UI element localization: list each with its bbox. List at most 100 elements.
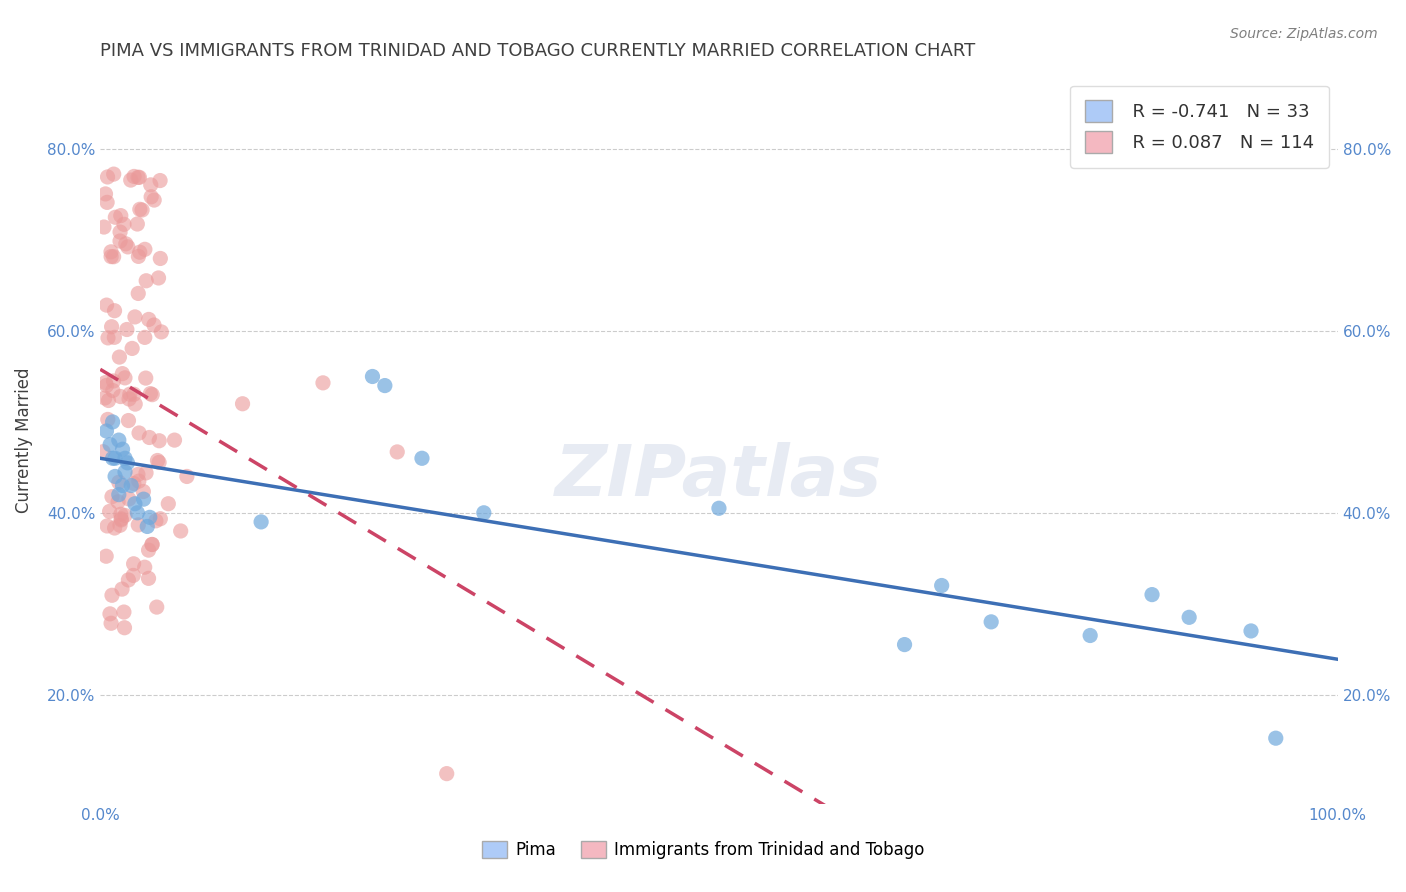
Point [96,424,118,438]
Point [149,512,172,526]
Point [114,508,136,523]
Point [141,537,163,551]
Point [124,397,146,411]
Point [120,478,142,492]
Point [138,312,160,326]
Point [141,387,163,401]
Point [1240,624,1263,638]
Point [931,578,953,592]
Point [110,390,132,404]
Point [374,378,396,392]
Point [101,451,124,466]
Point [101,384,124,398]
Point [134,330,156,344]
Point [138,543,160,558]
Point [96,169,118,184]
Point [1178,610,1201,624]
Point [118,491,141,506]
Point [127,249,149,263]
Point [163,433,186,447]
Point [108,488,131,502]
Point [117,456,139,470]
Point [176,469,198,483]
Point [128,474,150,488]
Point [118,387,141,401]
Point [149,173,172,187]
Point [115,322,138,336]
Point [97,412,120,426]
Point [103,330,125,344]
Point [111,582,134,596]
Point [100,616,122,631]
Point [122,387,145,401]
Point [139,510,162,524]
Point [131,202,153,217]
Point [100,250,122,264]
Point [136,519,159,533]
Point [128,425,150,440]
Point [1078,628,1101,642]
Point [138,571,160,585]
Point [143,318,166,332]
Point [103,303,125,318]
Point [114,451,136,466]
Point [122,476,145,491]
Point [111,367,134,381]
Point [122,557,145,571]
Point [114,621,136,635]
Point [146,453,169,467]
Point [100,244,122,259]
Point [94,186,117,201]
Text: ZIPatlas: ZIPatlas [555,442,883,511]
Point [124,497,146,511]
Point [104,451,127,466]
Point [127,217,149,231]
Point [103,374,125,388]
Point [387,445,409,459]
Y-axis label: Currently Married: Currently Married [15,368,32,513]
Point [111,478,134,492]
Point [100,319,122,334]
Point [157,497,180,511]
Point [104,469,127,483]
Point [101,588,124,602]
Point [893,638,915,652]
Point [93,220,115,235]
Point [135,466,157,480]
Point [107,495,129,509]
Point [135,274,157,288]
Point [103,250,125,264]
Legend:   R = -0.741   N = 33,   R = 0.087   N = 114: R = -0.741 N = 33, R = 0.087 N = 114 [1070,86,1329,168]
Point [132,492,155,507]
Point [1264,731,1286,746]
Point [101,490,124,504]
Point [132,484,155,499]
Point [128,245,150,260]
Point [127,517,149,532]
Point [91,444,114,458]
Point [96,195,118,210]
Point [117,240,139,254]
Point [110,513,132,527]
Point [114,465,136,479]
Point [145,600,167,615]
Point [361,369,384,384]
Point [108,234,131,248]
Point [707,501,730,516]
Point [104,211,127,225]
Text: Source: ZipAtlas.com: Source: ZipAtlas.com [1230,27,1378,41]
Point [97,331,120,345]
Point [96,519,118,533]
Point [980,615,1002,629]
Point [98,504,121,518]
Point [139,178,162,192]
Point [108,433,131,447]
Point [124,310,146,324]
Point [122,568,145,582]
Point [98,607,121,621]
Point [96,298,118,312]
Point [108,518,131,533]
Point [101,415,124,429]
Point [250,515,273,529]
Point [138,430,160,444]
